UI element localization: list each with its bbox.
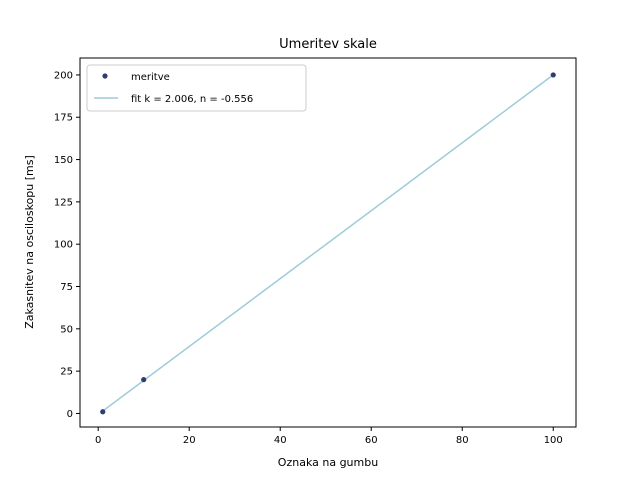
legend: meritve fit k = 2.006, n = -0.556: [86, 64, 307, 112]
y-tick-label-0: 0: [67, 409, 73, 420]
x-axis: 0 20 40 60 80 100: [95, 427, 563, 446]
legend-label-fit: fit k = 2.006, n = -0.556: [131, 94, 253, 105]
plot-area: 0 20 40 60 80 100 0 25 50 75 100 125 150 175 200: [54, 57, 577, 446]
plot-frame: [79, 57, 577, 428]
x-tick-label-60: 60: [365, 435, 378, 446]
data-point-2: [550, 72, 556, 78]
y-tick-label-175: 175: [54, 113, 73, 124]
y-tick-label-75: 75: [60, 282, 73, 293]
fit-line: [102, 74, 554, 412]
legend-label-meritve: meritve: [131, 72, 170, 83]
x-tick-label-40: 40: [274, 435, 287, 446]
legend-box: [86, 64, 307, 112]
x-tick-label-100: 100: [544, 435, 563, 446]
y-tick-label-25: 25: [60, 367, 73, 378]
x-tick-label-0: 0: [95, 435, 101, 446]
x-axis-label: Oznaka na gumbu: [278, 456, 378, 469]
data-point-1: [141, 377, 147, 383]
legend-marker-meritve: [102, 73, 108, 79]
chart-title: Umeritev skale: [279, 37, 377, 52]
series-layer: [100, 72, 556, 415]
y-tick-label-100: 100: [54, 240, 73, 251]
y-axis-label: Zakasnitev na osciloskopu [ms]: [23, 155, 36, 329]
y-tick-label-50: 50: [60, 324, 73, 335]
data-point-0: [100, 409, 106, 415]
y-tick-label-125: 125: [54, 197, 73, 208]
y-tick-label-200: 200: [54, 70, 73, 81]
y-axis: 0 25 50 75 100 125 150 175 200: [54, 70, 80, 420]
x-tick-label-20: 20: [183, 435, 196, 446]
y-tick-label-150: 150: [54, 155, 73, 166]
x-tick-label-80: 80: [456, 435, 469, 446]
